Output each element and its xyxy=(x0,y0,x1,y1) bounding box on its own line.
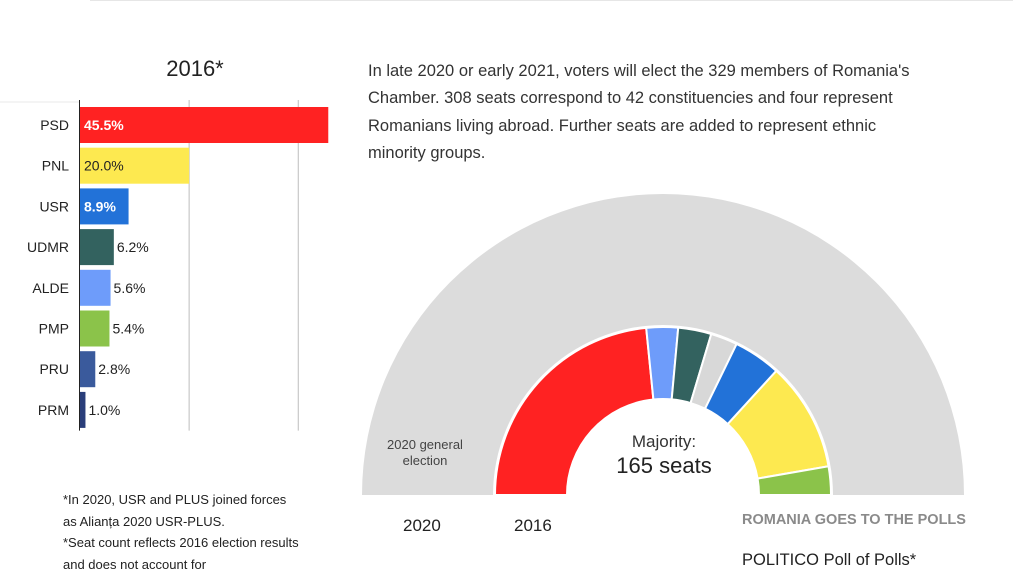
bar-row-pmp: PMP 5.4% xyxy=(39,310,144,347)
top-divider xyxy=(90,0,1013,1)
category-label: USR xyxy=(39,198,69,214)
section-label: ROMANIA GOES TO THE POLLS xyxy=(742,512,966,528)
footnote-1: *In 2020, USR and PLUS joined forces as … xyxy=(63,492,287,529)
footnotes: *In 2020, USR and PLUS joined forces as … xyxy=(63,489,303,575)
poll-subtitle: POLITICO Poll of Polls* xyxy=(742,551,917,569)
bar-chart: PSD 45.5% PNL 20.0% USR 8.9% UDMR 6.2% ALDE 5.6% P… xyxy=(0,100,329,431)
bar-alde xyxy=(80,269,111,306)
data-label: 8.9% xyxy=(84,198,116,214)
category-label: PRM xyxy=(38,402,69,418)
outer-ring-2020 xyxy=(362,194,964,495)
bar-row-usr: USR 8.9% xyxy=(39,188,129,225)
year-2016-label: 2016 xyxy=(514,516,552,535)
category-label: PSD xyxy=(40,117,69,133)
bar-chart-title: 2016* xyxy=(166,56,224,81)
bar-usr xyxy=(80,188,129,225)
seat-arc-chart xyxy=(362,194,964,496)
majority-label: Majority: xyxy=(631,432,697,451)
footnote-2: *Seat count reflects 2016 election resul… xyxy=(63,535,299,572)
category-label: PRU xyxy=(39,361,69,377)
majority-value: 165 seats xyxy=(616,453,712,478)
data-label: 20.0% xyxy=(84,158,124,174)
bar-pru xyxy=(80,351,96,388)
seat-segment-psd xyxy=(493,326,655,496)
bar-row-alde: ALDE 5.6% xyxy=(32,269,146,306)
bar-pmp xyxy=(80,310,110,347)
data-label: 1.0% xyxy=(88,402,120,418)
bar-psd xyxy=(80,107,329,143)
data-label: 45.5% xyxy=(84,117,124,133)
data-label: 2.8% xyxy=(98,361,130,377)
category-label: PNL xyxy=(42,158,69,174)
data-label: 5.6% xyxy=(114,280,146,296)
bar-row-udmr: UDMR 6.2% xyxy=(27,229,149,266)
category-label: PMP xyxy=(39,321,69,337)
majority-box: Majority: 165 seats xyxy=(593,432,735,479)
outer-ring-label: 2020 general election xyxy=(387,437,463,468)
bar-udmr xyxy=(80,229,114,266)
year-2020-label: 2020 xyxy=(403,516,441,535)
data-label: 5.4% xyxy=(112,321,144,337)
intro-text: In late 2020 or early 2021, voters will … xyxy=(368,62,910,162)
seat-segment-pmp xyxy=(756,465,833,496)
bar-row-psd: PSD 45.5% xyxy=(40,107,329,143)
bar-row-pnl: PNL 20.0% xyxy=(42,147,190,184)
bar-row-pru: PRU 2.8% xyxy=(39,351,130,388)
category-label: ALDE xyxy=(32,280,69,296)
category-label: UDMR xyxy=(27,239,69,255)
bar-pnl xyxy=(80,147,190,184)
bar-row-prm: PRM 1.0% xyxy=(38,391,120,428)
bar-prm xyxy=(80,391,86,428)
data-label: 6.2% xyxy=(117,239,149,255)
